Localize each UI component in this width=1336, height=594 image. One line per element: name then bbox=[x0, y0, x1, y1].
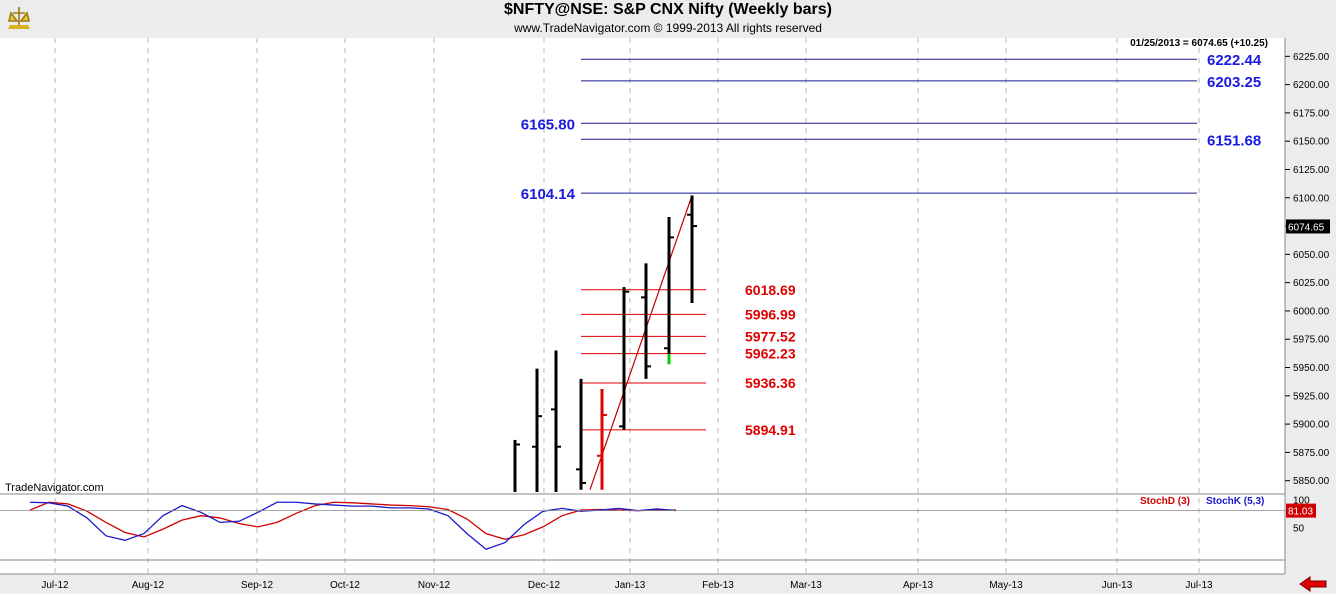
month-label: Jul-13 bbox=[1185, 580, 1213, 591]
resistance-label: 6151.68 bbox=[1207, 132, 1261, 149]
stoch-line bbox=[29, 501, 677, 551]
trade-navigator-logo-icon[interactable] bbox=[4, 3, 34, 33]
legend-stoch-k: StochK (5,3) bbox=[1206, 496, 1265, 507]
resistance-label: 6165.80 bbox=[521, 116, 575, 133]
month-label: Jul-12 bbox=[41, 580, 69, 591]
support-label: 6018.69 bbox=[745, 282, 796, 298]
y-tick-label: 5925.00 bbox=[1293, 391, 1330, 402]
chart-subtitle: www.TradeNavigator.com © 1999-2013 All r… bbox=[514, 21, 822, 35]
month-label: Mar-13 bbox=[790, 580, 822, 591]
axes: Jul-12 Aug-12 Sep-12 Oct-12 Nov-12 Dec-12 Jan-… bbox=[0, 38, 1330, 591]
last-price-label: 6074.65 bbox=[1288, 222, 1325, 233]
watermark: TradeNavigator.com bbox=[5, 482, 104, 494]
y-tick-label: 6150.00 bbox=[1293, 137, 1330, 148]
support-label: 5996.99 bbox=[745, 306, 796, 322]
last-price-box bbox=[1286, 219, 1330, 234]
price-bars bbox=[513, 195, 697, 492]
resistance-label: 6203.25 bbox=[1207, 74, 1261, 91]
y-tick-label: 5850.00 bbox=[1293, 476, 1330, 487]
month-label: Jan-13 bbox=[615, 580, 646, 591]
y-tick-label: 6100.00 bbox=[1293, 193, 1330, 204]
y-tick-label: 6125.00 bbox=[1293, 165, 1330, 176]
month-label: Oct-12 bbox=[330, 580, 360, 591]
month-label: Feb-13 bbox=[702, 580, 734, 591]
stoch-tick-label: 50 bbox=[1293, 524, 1305, 535]
month-label: Aug-12 bbox=[132, 580, 165, 591]
y-tick-label: 6025.00 bbox=[1293, 278, 1330, 289]
resistance-label: 6222.44 bbox=[1207, 52, 1262, 69]
y-tick-label: 6000.00 bbox=[1293, 306, 1330, 317]
stochastic-panel bbox=[0, 501, 1285, 551]
y-tick-label: 6175.00 bbox=[1293, 108, 1330, 119]
price-readout: 01/25/2013 = 6074.65 (+10.25) bbox=[1130, 38, 1268, 49]
support-label: 5936.36 bbox=[745, 375, 796, 391]
support-label: 5894.91 bbox=[745, 422, 796, 438]
month-label: Dec-12 bbox=[528, 580, 561, 591]
month-label: Jun-13 bbox=[1102, 580, 1133, 591]
support-label: 5962.23 bbox=[745, 346, 796, 362]
trendline bbox=[589, 195, 693, 490]
y-tick-label: 5975.00 bbox=[1293, 335, 1330, 346]
chart-canvas[interactable]: 6222.44 6203.25 6165.80 6151.68 6104.14 6018.… bbox=[0, 38, 1336, 594]
month-label: Nov-12 bbox=[418, 580, 451, 591]
y-tick-label: 5900.00 bbox=[1293, 420, 1330, 431]
stoch-line bbox=[29, 501, 676, 540]
stoch-value-box bbox=[1286, 503, 1316, 518]
y-tick-label: 6225.00 bbox=[1293, 52, 1330, 63]
y-tick-label: 5950.00 bbox=[1293, 363, 1330, 374]
y-tick-label: 5875.00 bbox=[1293, 448, 1330, 459]
y-tick-label: 6200.00 bbox=[1293, 80, 1330, 91]
month-label: Apr-13 bbox=[903, 580, 933, 591]
y-tick-label: 6050.00 bbox=[1293, 250, 1330, 261]
level-lines: 6222.44 6203.25 6165.80 6151.68 6104.14 6018.… bbox=[521, 52, 1262, 490]
stoch-value-label: 81.03 bbox=[1288, 507, 1313, 518]
month-label: Sep-12 bbox=[241, 580, 274, 591]
chart-title: $NFTY@NSE: S&P CNX Nifty (Weekly bars) bbox=[504, 1, 832, 18]
stoch-tick-label: 100 bbox=[1293, 496, 1310, 507]
support-label: 5977.52 bbox=[745, 328, 796, 344]
resistance-label: 6104.14 bbox=[521, 186, 576, 203]
legend-stoch-d: StochD (3) bbox=[1140, 496, 1190, 507]
chart-header: $NFTY@NSE: S&P CNX Nifty (Weekly bars) w… bbox=[0, 0, 1336, 38]
month-label: May-13 bbox=[989, 580, 1023, 591]
scroll-left-arrow-icon[interactable] bbox=[1298, 576, 1328, 592]
plot-area[interactable] bbox=[0, 38, 1285, 574]
